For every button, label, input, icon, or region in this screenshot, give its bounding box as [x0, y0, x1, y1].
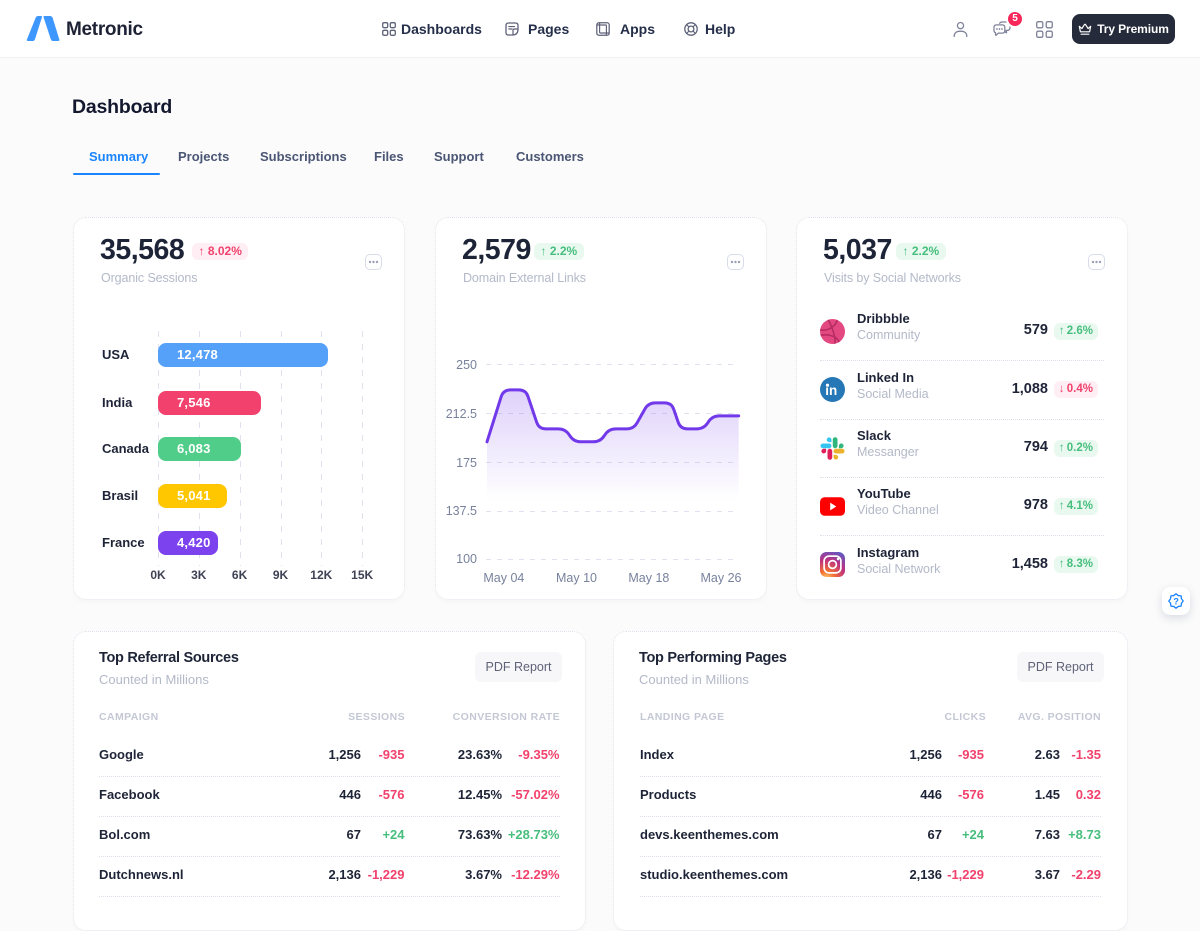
svg-text:?: ?	[1173, 596, 1179, 606]
svg-text:in: in	[825, 383, 837, 398]
